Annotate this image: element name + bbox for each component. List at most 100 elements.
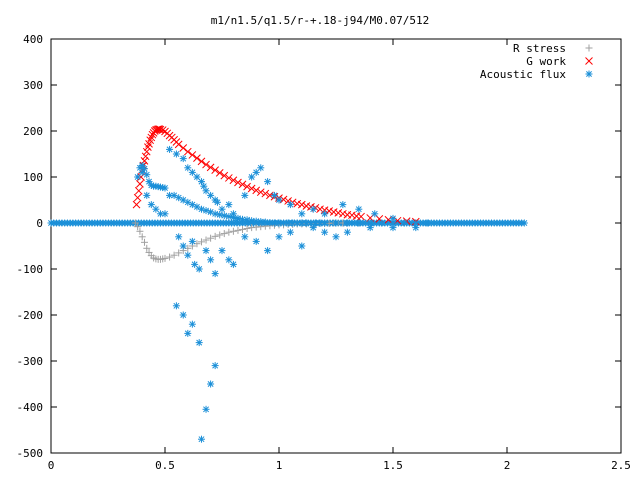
point-r-stress xyxy=(216,231,224,239)
point-acoustic-flux xyxy=(275,233,283,241)
point-g-work xyxy=(132,200,141,209)
point-acoustic-flux xyxy=(225,256,233,264)
y-tick-label: 300 xyxy=(23,79,43,92)
point-acoustic-flux xyxy=(343,228,351,236)
point-acoustic-flux xyxy=(241,191,249,199)
point-r-stress xyxy=(220,230,228,238)
point-acoustic-flux xyxy=(197,205,205,213)
point-g-work xyxy=(179,144,188,152)
point-acoustic-flux xyxy=(175,194,183,202)
point-acoustic-flux xyxy=(286,228,294,236)
legend-marker xyxy=(585,44,593,52)
point-acoustic-flux xyxy=(264,247,272,255)
point-g-work xyxy=(136,180,144,188)
point-acoustic-flux xyxy=(207,256,215,264)
point-g-work xyxy=(243,182,251,191)
point-acoustic-flux xyxy=(184,251,192,259)
point-acoustic-flux xyxy=(389,224,397,232)
point-acoustic-flux xyxy=(134,173,142,181)
point-acoustic-flux xyxy=(284,219,292,227)
y-tick-label: -100 xyxy=(17,263,44,276)
point-acoustic-flux xyxy=(138,168,146,176)
point-g-work xyxy=(252,186,261,195)
point-acoustic-flux xyxy=(389,214,397,222)
point-r-stress xyxy=(207,234,215,242)
y-tick-label: -300 xyxy=(17,355,44,368)
y-tick-label: 100 xyxy=(23,171,43,184)
point-acoustic-flux xyxy=(188,320,196,328)
point-acoustic-flux xyxy=(179,242,187,250)
point-acoustic-flux xyxy=(229,260,237,268)
point-acoustic-flux xyxy=(412,224,420,232)
point-acoustic-flux xyxy=(332,233,340,241)
point-g-work xyxy=(238,180,247,189)
point-acoustic-flux xyxy=(202,207,210,215)
point-r-stress xyxy=(197,238,205,246)
point-g-work xyxy=(156,125,165,134)
point-acoustic-flux xyxy=(166,145,174,153)
point-acoustic-flux xyxy=(264,178,272,186)
series-layer xyxy=(47,125,528,443)
legend-label: R stress xyxy=(513,42,566,55)
point-r-stress xyxy=(143,244,151,252)
point-acoustic-flux xyxy=(366,224,374,232)
point-r-stress xyxy=(211,232,219,240)
point-acoustic-flux xyxy=(270,191,278,199)
x-tick-label: 2.5 xyxy=(611,459,631,472)
point-acoustic-flux xyxy=(207,380,215,388)
point-g-work xyxy=(142,147,151,156)
point-g-work xyxy=(193,154,201,162)
point-acoustic-flux xyxy=(147,201,155,209)
point-r-stress xyxy=(234,226,242,234)
point-g-work xyxy=(234,178,242,187)
point-g-work xyxy=(133,193,142,202)
point-g-work xyxy=(297,200,306,209)
point-acoustic-flux xyxy=(161,184,169,192)
point-g-work xyxy=(256,188,265,197)
point-acoustic-flux xyxy=(200,182,208,190)
point-acoustic-flux xyxy=(378,219,386,227)
point-g-work xyxy=(147,133,156,142)
point-r-stress xyxy=(239,225,247,233)
point-acoustic-flux xyxy=(211,362,219,370)
point-acoustic-flux xyxy=(252,168,260,176)
y-tick-label: 0 xyxy=(36,217,43,230)
point-acoustic-flux xyxy=(339,201,347,209)
point-g-work xyxy=(183,147,192,156)
point-acoustic-flux xyxy=(172,150,180,158)
plot-frame xyxy=(50,38,622,454)
chart-title: m1/n1.5/q1.5/r-+.18-j94/M0.07/512 xyxy=(211,14,430,27)
point-acoustic-flux xyxy=(211,210,219,218)
point-acoustic-flux xyxy=(184,164,192,172)
point-acoustic-flux xyxy=(321,219,329,227)
point-acoustic-flux xyxy=(241,233,249,241)
point-acoustic-flux xyxy=(298,210,306,218)
point-g-work xyxy=(293,199,302,208)
y-tick-label: 400 xyxy=(23,33,43,46)
point-acoustic-flux xyxy=(145,178,153,186)
point-r-stress xyxy=(134,223,142,231)
point-g-work xyxy=(224,174,233,182)
point-acoustic-flux xyxy=(309,224,317,232)
point-g-work xyxy=(247,184,256,193)
point-g-work xyxy=(320,206,329,214)
point-r-stress xyxy=(140,238,148,246)
point-acoustic-flux xyxy=(202,405,210,413)
point-acoustic-flux xyxy=(202,247,210,255)
point-acoustic-flux xyxy=(520,219,528,227)
point-acoustic-flux xyxy=(321,228,329,236)
point-acoustic-flux xyxy=(423,219,431,227)
point-acoustic-flux xyxy=(248,173,256,181)
point-acoustic-flux xyxy=(179,155,187,163)
point-acoustic-flux xyxy=(143,191,151,199)
legend-marker xyxy=(585,70,593,78)
point-acoustic-flux xyxy=(213,198,221,206)
point-acoustic-flux xyxy=(161,210,169,218)
y-tick-label: -400 xyxy=(17,401,44,414)
point-acoustic-flux xyxy=(332,219,340,227)
point-r-stress xyxy=(161,254,169,262)
point-g-work xyxy=(211,166,220,174)
point-acoustic-flux xyxy=(234,214,242,222)
